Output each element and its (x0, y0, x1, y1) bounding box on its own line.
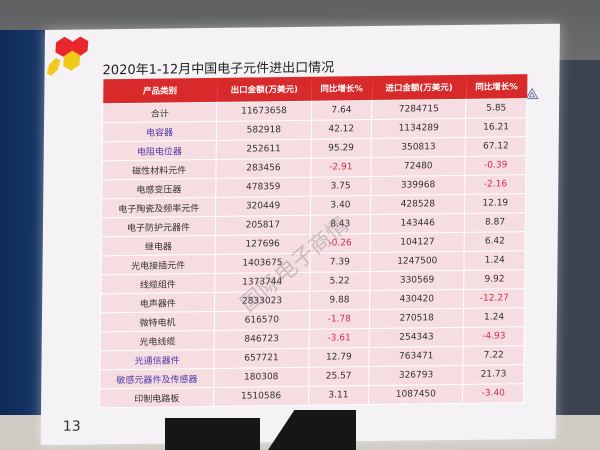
cell-name: 电容器 (102, 121, 217, 142)
column-header: 同比增长% (311, 76, 373, 102)
cell-import-yoy: -2.16 (465, 174, 526, 195)
cell-import: 326793 (368, 365, 464, 386)
cell-import-yoy: -12.27 (463, 288, 525, 309)
cell-import: 72480 (371, 156, 466, 177)
cell-export: 1510586 (213, 386, 309, 407)
cell-export: 252611 (216, 139, 311, 160)
projected-slide: 2020年1-12月中国电子元件进出口情况 ⟁ 产品类别 出口金额(万美元) 同比增… (40, 23, 560, 446)
cell-import-yoy: 5.85 (465, 98, 527, 119)
cell-import-yoy: 9.92 (464, 269, 525, 290)
cell-name: 电阻电位器 (102, 140, 217, 161)
cell-import-yoy: 12.19 (464, 193, 526, 214)
cell-name: 电感变压器 (101, 178, 217, 199)
cell-export: 11673658 (216, 101, 312, 122)
cell-import: 1247500 (370, 251, 465, 272)
cell-import: 428528 (370, 194, 466, 215)
cell-import: 7284715 (371, 99, 467, 120)
cell-import: 143446 (370, 213, 465, 234)
cell-name: 合计 (102, 102, 218, 123)
cell-import-yoy: 6.42 (464, 231, 526, 252)
hexagon-logo-icon (53, 35, 99, 76)
cell-export-yoy: 12.79 (308, 347, 370, 368)
cell-name: 电子防护元器件 (101, 216, 216, 237)
cell-name: 电声器件 (100, 292, 216, 313)
cell-import: 270518 (369, 308, 464, 329)
cell-import-yoy: 8.87 (464, 212, 526, 233)
cell-name: 线缆组件 (100, 273, 216, 294)
cell-export: 320449 (215, 196, 311, 217)
cell-export-yoy: 3.11 (308, 385, 369, 406)
column-header: 进口金额(万美元) (371, 74, 467, 101)
cell-name: 光通信器件 (99, 349, 215, 370)
cell-import-yoy: 16.21 (465, 117, 527, 138)
cell-name: 印制电路板 (99, 387, 215, 408)
cell-export-yoy: 95.29 (310, 138, 372, 159)
cell-name: 微特电机 (100, 311, 215, 332)
cell-name: 光电接插元件 (100, 254, 216, 275)
cell-name: 继电器 (101, 235, 216, 256)
cell-import-yoy: 67.12 (465, 136, 527, 157)
cell-export-yoy: 42.12 (310, 119, 372, 140)
cell-import-yoy: -4.93 (463, 326, 525, 347)
cell-import: 1087450 (368, 384, 464, 405)
cell-name: 光电线缆 (100, 330, 215, 351)
cell-import: 1134289 (371, 118, 466, 139)
cell-import-yoy: 1.24 (463, 307, 525, 328)
cell-export-yoy: 5.22 (309, 271, 371, 292)
cell-name: 电子陶瓷及频率元件 (101, 197, 217, 218)
cell-export: 616570 (214, 310, 310, 331)
cell-import: 104127 (370, 232, 465, 253)
cell-import: 763471 (369, 346, 464, 367)
cell-export-yoy: -1.78 (308, 309, 370, 330)
cell-import-yoy: 1.24 (464, 250, 526, 271)
cell-import-yoy: 7.22 (463, 345, 525, 366)
cell-export-yoy: -2.91 (310, 157, 372, 178)
cell-export-yoy: -3.61 (308, 328, 370, 349)
cell-name: 敏感元器件及传感器 (99, 368, 215, 389)
cell-export-yoy: 3.40 (310, 195, 371, 216)
cell-import: 330569 (369, 270, 465, 291)
cell-name: 磁性材料元件 (101, 159, 217, 180)
cell-import-yoy: -0.39 (465, 155, 527, 176)
page-number: 13 (62, 418, 81, 435)
column-header: 同比增长% (466, 74, 527, 100)
cell-export-yoy: 3.75 (310, 176, 372, 197)
cell-export: 180308 (214, 367, 309, 388)
column-header: 产品类别 (102, 77, 218, 104)
cell-import-yoy: 21.73 (463, 364, 524, 385)
cell-export: 205817 (215, 215, 311, 236)
cell-export: 846723 (214, 329, 309, 350)
column-header: 出口金额(万美元) (217, 76, 312, 103)
cell-export-yoy: 25.57 (308, 366, 370, 387)
table-row: 印制电路板 1510586 3.11 1087450 -3.40 (99, 383, 524, 408)
cell-export: 657721 (214, 348, 309, 369)
cell-export-yoy: 7.64 (311, 100, 372, 121)
cell-import: 339968 (370, 175, 466, 196)
cell-export: 478359 (216, 177, 311, 198)
cell-import-yoy: -3.40 (462, 383, 524, 404)
cell-import: 430420 (369, 289, 465, 310)
cell-export-yoy: 9.88 (309, 290, 370, 311)
cell-import: 350813 (371, 137, 466, 158)
cell-export: 582918 (216, 120, 312, 141)
slide-title: 2020年1-12月中国电子元件进出口情况 (102, 60, 335, 79)
cell-export: 283456 (216, 158, 311, 179)
cell-import: 254343 (369, 327, 464, 348)
stage-monitor-left (165, 418, 260, 450)
